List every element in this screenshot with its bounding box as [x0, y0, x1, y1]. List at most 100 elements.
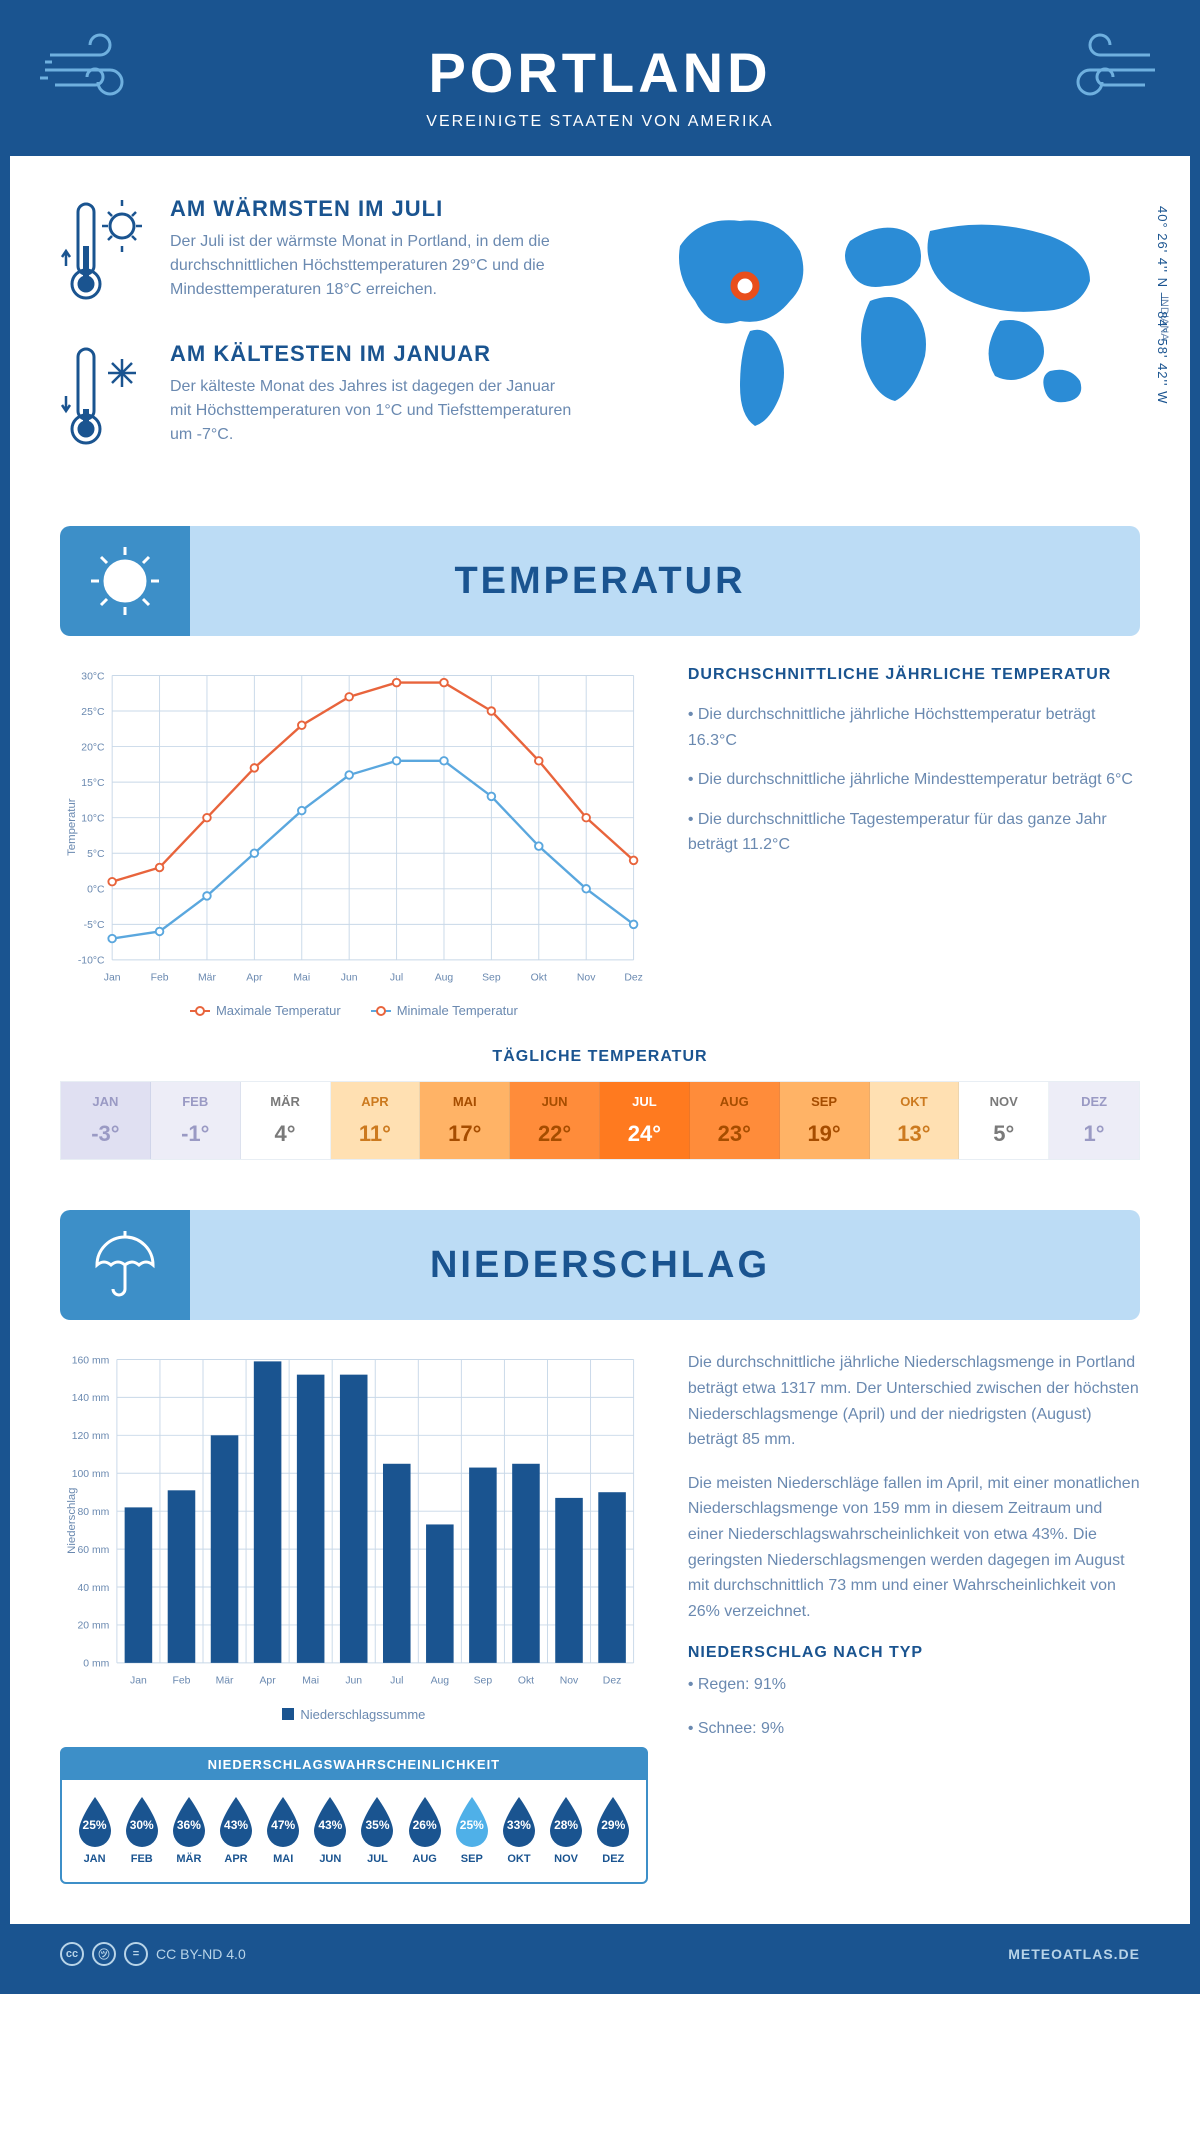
svg-text:-5°C: -5°C	[84, 920, 105, 931]
precip-paragraph: Die meisten Niederschläge fallen im Apri…	[688, 1471, 1140, 1625]
svg-text:Dez: Dez	[603, 1676, 622, 1687]
svg-text:80 mm: 80 mm	[77, 1507, 109, 1518]
svg-text:Jan: Jan	[130, 1676, 147, 1687]
footer: cc ㋡ = CC BY-ND 4.0 METEOATLAS.DE	[10, 1924, 1190, 1984]
daily-temp-title: TÄGLICHE TEMPERATUR	[60, 1048, 1140, 1066]
daily-month: OKT	[874, 1094, 955, 1109]
svg-text:10°C: 10°C	[81, 813, 105, 824]
thermometer-snow-icon	[60, 341, 150, 456]
raindrop-icon: 35%	[356, 1795, 398, 1847]
probability-month: DEZ	[591, 1853, 636, 1865]
raindrop-icon: 25%	[74, 1795, 116, 1847]
daily-month: NOV	[963, 1094, 1044, 1109]
probability-value: 43%	[318, 1818, 342, 1832]
umbrella-icon	[60, 1210, 190, 1320]
svg-text:Jun: Jun	[341, 973, 358, 984]
svg-text:Sep: Sep	[482, 973, 501, 984]
svg-text:Jun: Jun	[345, 1676, 362, 1687]
probability-cell: 47% MAI	[261, 1795, 306, 1865]
daily-cell: NOV5°	[959, 1082, 1049, 1159]
svg-text:0°C: 0°C	[87, 885, 105, 896]
daily-month: MAI	[424, 1094, 505, 1109]
probability-value: 29%	[601, 1818, 625, 1832]
probability-value: 36%	[177, 1818, 201, 1832]
daily-month: JUL	[604, 1094, 685, 1109]
svg-text:Dez: Dez	[624, 973, 643, 984]
svg-text:60 mm: 60 mm	[77, 1545, 109, 1556]
temperature-row: -10°C-5°C0°C5°C10°C15°C20°C25°C30°CJanFe…	[60, 666, 1140, 1018]
content: AM WÄRMSTEN IM JULI Der Juli ist der wär…	[10, 156, 1190, 1924]
raindrop-icon: 25%	[451, 1795, 493, 1847]
probability-value: 25%	[83, 1818, 107, 1832]
svg-text:Temperatur: Temperatur	[66, 798, 78, 856]
probability-value: 43%	[224, 1818, 248, 1832]
svg-text:160 mm: 160 mm	[72, 1356, 110, 1367]
svg-text:Jul: Jul	[390, 973, 403, 984]
svg-text:100 mm: 100 mm	[72, 1469, 110, 1480]
daily-month: DEZ	[1053, 1094, 1135, 1109]
probability-month: SEP	[449, 1853, 494, 1865]
probability-cell: 30% FEB	[119, 1795, 164, 1865]
raindrop-icon: 30%	[121, 1795, 163, 1847]
daily-value: -3°	[65, 1121, 146, 1147]
fact-warmest-text: Der Juli ist der wärmste Monat in Portla…	[170, 230, 580, 302]
fact-warmest-title: AM WÄRMSTEN IM JULI	[170, 196, 580, 222]
cc-icon: cc	[60, 1942, 84, 1966]
probability-box: NIEDERSCHLAGSWAHRSCHEINLICHKEIT 25% JAN …	[60, 1747, 648, 1884]
precip-paragraph: Die durchschnittliche jährliche Niedersc…	[688, 1350, 1140, 1452]
probability-value: 28%	[554, 1818, 578, 1832]
raindrop-icon: 43%	[215, 1795, 257, 1847]
svg-text:40 mm: 40 mm	[77, 1583, 109, 1594]
temp-bullet: • Die durchschnittliche jährliche Mindes…	[688, 767, 1140, 793]
temp-info-title: DURCHSCHNITTLICHE JÄHRLICHE TEMPERATUR	[688, 666, 1140, 684]
temperature-info: DURCHSCHNITTLICHE JÄHRLICHE TEMPERATUR •…	[688, 666, 1140, 1018]
probability-cell: 33% OKT	[496, 1795, 541, 1865]
svg-text:Mai: Mai	[302, 1676, 319, 1687]
svg-text:30°C: 30°C	[81, 671, 105, 682]
probability-value: 25%	[460, 1818, 484, 1832]
daily-value: 4°	[245, 1121, 326, 1147]
daily-cell: JUL 24°	[600, 1082, 690, 1159]
thermometer-sun-icon	[60, 196, 150, 311]
daily-value: -1°	[155, 1121, 236, 1147]
precip-legend: Niederschlagssumme	[300, 1707, 425, 1722]
raindrop-icon: 33%	[498, 1795, 540, 1847]
probability-month: AUG	[402, 1853, 447, 1865]
svg-text:Mär: Mär	[198, 973, 216, 984]
svg-text:120 mm: 120 mm	[72, 1431, 110, 1442]
raindrop-icon: 28%	[545, 1795, 587, 1847]
probability-month: OKT	[496, 1853, 541, 1865]
wind-icon	[40, 30, 150, 110]
fact-coldest-text: Der kälteste Monat des Jahres ist dagege…	[170, 375, 580, 447]
daily-cell: AUG23°	[690, 1082, 780, 1159]
raindrop-icon: 43%	[309, 1795, 351, 1847]
temperature-title: TEMPERATUR	[60, 560, 1140, 603]
fact-coldest-title: AM KÄLTESTEN IM JANUAR	[170, 341, 580, 367]
probability-cell: 25% SEP	[449, 1795, 494, 1865]
raindrop-icon: 26%	[404, 1795, 446, 1847]
nd-icon: =	[124, 1942, 148, 1966]
probability-cell: 35% JUL	[355, 1795, 400, 1865]
precipitation-chart: 0 mm20 mm40 mm60 mm80 mm100 mm120 mm140 …	[60, 1350, 648, 1691]
svg-text:Okt: Okt	[531, 973, 547, 984]
svg-text:5°C: 5°C	[87, 849, 105, 860]
probability-month: MÄR	[166, 1853, 211, 1865]
probability-month: MAI	[261, 1853, 306, 1865]
fact-warmest: AM WÄRMSTEN IM JULI Der Juli ist der wär…	[60, 196, 580, 311]
by-icon: ㋡	[92, 1942, 116, 1966]
probability-month: JUL	[355, 1853, 400, 1865]
probability-cell: 25% JAN	[72, 1795, 117, 1865]
daily-month: APR	[335, 1094, 416, 1109]
probability-value: 47%	[271, 1818, 295, 1832]
probability-cell: 43% JUN	[308, 1795, 353, 1865]
svg-text:Okt: Okt	[518, 1676, 534, 1687]
daily-value: 24°	[604, 1121, 685, 1147]
svg-text:Apr: Apr	[246, 973, 263, 984]
daily-value: 23°	[694, 1121, 775, 1147]
daily-month: MÄR	[245, 1094, 326, 1109]
precipitation-text: Die durchschnittliche jährliche Niedersc…	[688, 1350, 1140, 1883]
legend-min: Minimale Temperatur	[397, 1003, 518, 1018]
probability-cell: 26% AUG	[402, 1795, 447, 1865]
svg-text:Aug: Aug	[431, 1676, 450, 1687]
probability-month: FEB	[119, 1853, 164, 1865]
